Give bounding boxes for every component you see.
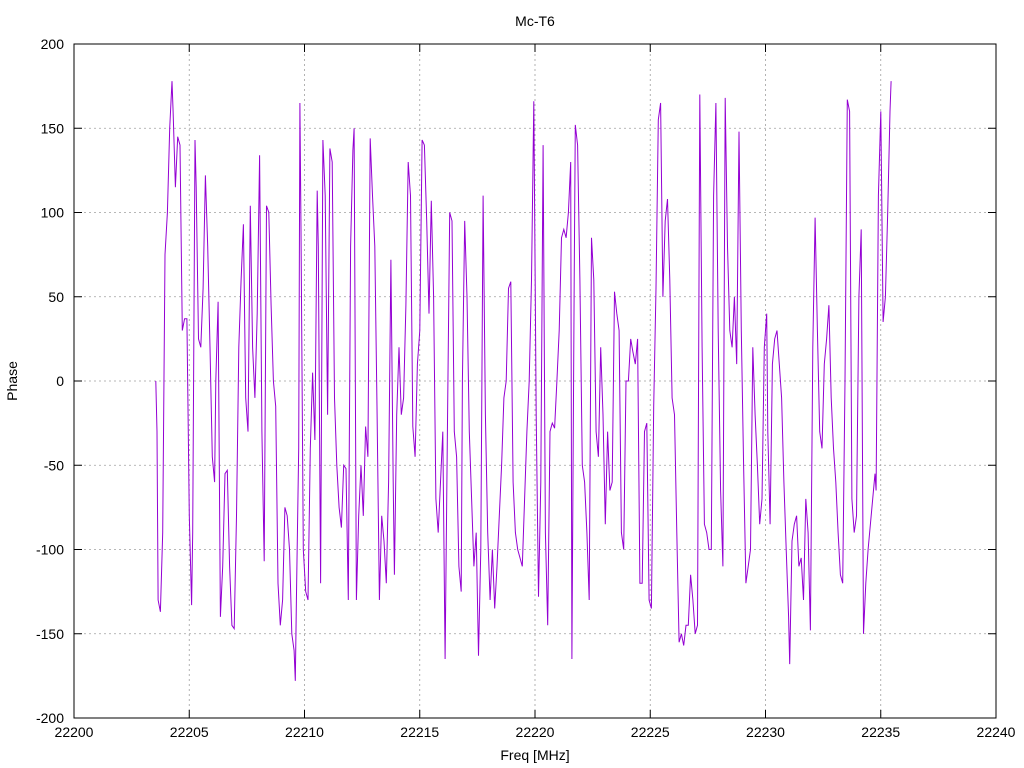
y-tick-label: 50 [48, 289, 64, 305]
y-tick-label: -50 [44, 457, 64, 473]
y-tick-label: -200 [36, 710, 64, 726]
series-layer [155, 81, 892, 681]
x-tick-label: 22205 [170, 724, 209, 740]
y-tick-label: 0 [56, 373, 64, 389]
x-tick-label: 22235 [861, 724, 900, 740]
plot-frame [73, 43, 997, 719]
x-tick-label: 22240 [977, 724, 1016, 740]
y-tick-labels: -200 -150 -100 -50 0 50 100 150 200 [36, 36, 64, 726]
chart-title: Mc-T6 [515, 13, 555, 29]
y-tick-label: 150 [41, 120, 65, 136]
y-tick-label: -100 [36, 542, 64, 558]
x-tick-label: 22230 [746, 724, 785, 740]
phase-series-line [155, 81, 892, 681]
x-tick-labels: 22200 22205 22210 22215 22220 22225 22230 22235… [55, 724, 1016, 740]
x-tick-label: 22200 [55, 724, 94, 740]
x-axis-title: Freq [MHz] [500, 747, 569, 763]
y-tick-label: 100 [41, 205, 65, 221]
y-tick-label: 200 [41, 36, 65, 52]
x-tick-label: 22220 [516, 724, 555, 740]
x-tick-label: 22210 [285, 724, 324, 740]
x-tick-label: 22215 [400, 724, 439, 740]
x-tick-label: 22225 [631, 724, 670, 740]
y-axis-title: Phase [4, 361, 20, 401]
y-tick-label: -150 [36, 626, 64, 642]
